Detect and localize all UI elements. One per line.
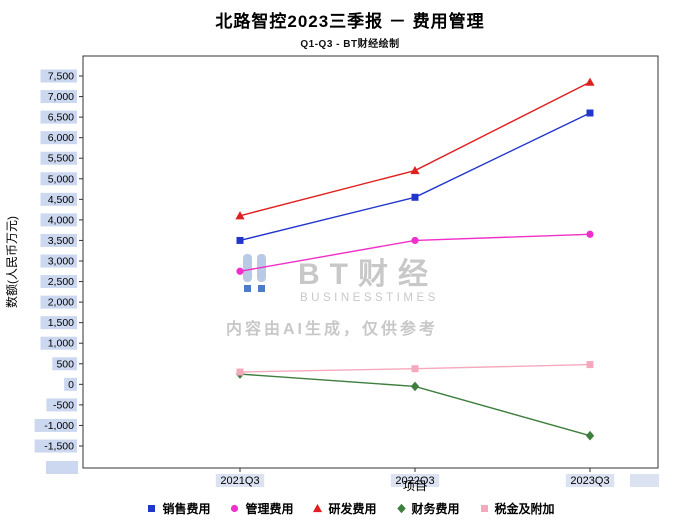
legend-diamond-marker-icon xyxy=(396,503,406,514)
legend-item-4: 税金及附加 xyxy=(478,500,555,517)
chart-title: 北路智控2023三季报 － 费用管理 xyxy=(215,12,485,31)
y-axis-title: 数额(人民币万元) xyxy=(4,216,19,308)
chart-legend: 销售费用 管理费用 研发费用 财务费用 税金及附加 xyxy=(0,500,700,517)
y-tick-label: 5,000 xyxy=(48,173,74,185)
y-tick-label: 4,500 xyxy=(48,194,74,206)
y-axis: 7,500 7,000 6,500 6,000 5,500 5,000 4,500 4,000… xyxy=(34,69,83,474)
y-tick-label: 4,000 xyxy=(48,214,74,226)
y-tick-label: 1,500 xyxy=(48,317,74,329)
x-axis: 2021Q3 2022Q3 2023Q3 xyxy=(215,468,659,487)
y-tick-label: 5,500 xyxy=(48,153,74,165)
watermark-brand-sub: BUSINESSTIMES xyxy=(300,292,439,304)
y-tick-label: 7,000 xyxy=(48,91,74,103)
y-tick-label: 0 xyxy=(68,379,74,391)
legend-item-0: 销售费用 xyxy=(145,500,210,517)
y-tick-label: 7,500 xyxy=(48,71,74,83)
y-tick-label: 2,500 xyxy=(48,276,74,288)
series-3 xyxy=(235,369,595,441)
y-tick-label: 6,000 xyxy=(48,132,74,144)
legend-label: 财务费用 xyxy=(411,502,460,516)
y-tick-label: 1,000 xyxy=(48,338,74,350)
clipped-tick-bg xyxy=(630,474,659,487)
legend-square-marker-icon xyxy=(480,505,488,512)
series-0 xyxy=(236,109,594,244)
legend-label: 研发费用 xyxy=(328,502,377,516)
y-tick-label: -1,500 xyxy=(44,441,74,453)
y-tick-label: 500 xyxy=(56,358,74,370)
y-tick-label: -500 xyxy=(53,399,74,411)
legend-item-1: 管理费用 xyxy=(228,500,293,517)
legend-item-3: 财务费用 xyxy=(395,500,460,517)
x-tick-label: 2022Q3 xyxy=(395,475,434,487)
legend-triangle-marker-icon xyxy=(313,503,323,513)
x-tick-label: 2021Q3 xyxy=(220,475,259,487)
legend-label: 税金及附加 xyxy=(494,502,555,516)
x-axis-title: 项目 xyxy=(403,479,427,493)
legend-circle-marker-icon xyxy=(231,504,239,513)
legend-square-marker-icon xyxy=(148,505,156,512)
y-tick-label: 3,500 xyxy=(48,235,74,247)
chart-subtitle: Q1-Q3 - BT财经绘制 xyxy=(300,39,400,50)
series-1 xyxy=(236,230,594,275)
y-tick-label: -1,000 xyxy=(44,420,74,432)
watermark-brand: BT财经 xyxy=(298,257,438,291)
y-tick-label: 3,000 xyxy=(48,256,74,268)
legend-label: 管理费用 xyxy=(245,502,294,516)
plot-border xyxy=(82,55,659,469)
clipped-tick-bg xyxy=(46,461,78,474)
legend-item-2: 研发费用 xyxy=(311,500,377,517)
series-4 xyxy=(236,361,594,376)
watermark-notice: 内容由AI生成，仅供参考 xyxy=(226,319,438,338)
y-tick-label: 2,000 xyxy=(48,297,74,309)
series-2 xyxy=(235,77,595,220)
y-tick-label: 6,500 xyxy=(48,112,74,124)
legend-label: 销售费用 xyxy=(162,502,211,516)
brand-logo-icon xyxy=(243,254,252,282)
x-tick-label: 2023Q3 xyxy=(570,475,609,487)
